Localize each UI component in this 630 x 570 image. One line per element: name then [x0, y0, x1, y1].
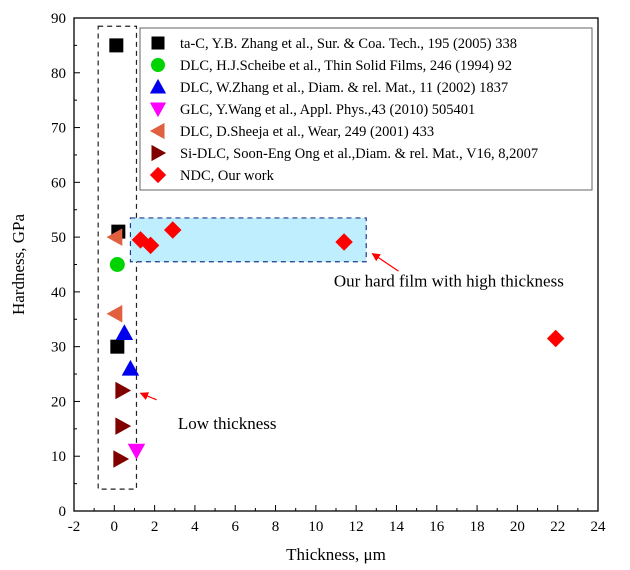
legend-label-3: GLC, Y.Wang et al., Appl. Phys.,43 (2010…: [180, 102, 475, 118]
y-tick-label: 90: [51, 11, 66, 27]
legend-label-4: DLC, D.Sheeja et al., Wear, 249 (2001) 4…: [180, 124, 434, 140]
y-axis-title: Hardness, GPa: [9, 214, 28, 315]
legend: ta-C, Y.B. Zhang et al., Sur. & Coa. Tec…: [139, 27, 593, 191]
x-tick-label: 10: [308, 519, 323, 535]
legend-label-2: DLC, W.Zhang et al., Diam. & rel. Mat., …: [180, 80, 508, 96]
axes: -2 0 2 4 6 8 10 12 14 16 18 20 22 2401020304050607080…: [9, 11, 606, 564]
annotations: Our hard film with high thickness Low thi…: [139, 253, 564, 433]
x-tick-label: 8: [272, 519, 280, 535]
y-tick-label: 10: [51, 449, 66, 465]
point-series-6-2: [164, 221, 182, 239]
low-thickness-box: [97, 25, 138, 490]
point-series-3-0: [127, 443, 146, 460]
legend-label-1: DLC, H.J.Scheibe et al., Thin Solid Film…: [180, 58, 512, 74]
legend-marker-4: [149, 122, 165, 140]
legend-label-6: NDC, Our work: [180, 168, 275, 184]
legend-marker-1: [151, 58, 165, 72]
point-series-6-1: [141, 236, 160, 255]
point-series-5-1: [115, 417, 132, 435]
point-series-2-0: [115, 324, 134, 340]
y-tick-label: 30: [51, 340, 66, 356]
annotation-text-1: Low thickness: [178, 414, 277, 433]
point-series-4-0: [106, 228, 123, 246]
point-series-1-0: [109, 257, 125, 272]
y-tick-label: 50: [51, 230, 66, 246]
point-series-0-0: [109, 38, 124, 53]
high-thickness-box: [129, 217, 367, 263]
point-series-5-2: [113, 450, 130, 468]
point-series-0-2: [110, 339, 125, 354]
annotation-arrow-1: [139, 392, 157, 401]
x-tick-label: 4: [191, 519, 199, 535]
x-tick-label: 16: [429, 519, 445, 535]
legend-label-5: Si-DLC, Soon-Eng Ong et al.,Diam. & rel.…: [180, 146, 538, 162]
point-series-2-1: [121, 359, 140, 376]
legend-box: [139, 27, 593, 191]
x-tick-label: 18: [470, 519, 485, 535]
point-series-5-0: [115, 381, 132, 400]
x-axis-title: Thickness, μm: [286, 545, 386, 564]
x-tick-label: 0: [111, 519, 119, 535]
y-tick-label: 20: [51, 394, 66, 410]
y-tick-label: 40: [51, 285, 66, 301]
point-series-6-3: [335, 233, 353, 251]
legend-marker-6: [149, 166, 167, 184]
x-tick-label: 24: [591, 519, 607, 535]
x-tick-label: 20: [510, 519, 525, 535]
y-tick-label: 80: [51, 66, 66, 82]
annotation-text-0: Our hard film with high thickness: [334, 271, 564, 290]
x-tick-label: -2: [68, 519, 81, 535]
legend-marker-5: [151, 144, 167, 162]
legend-marker-0: [151, 36, 165, 50]
point-series-6-4: [546, 329, 565, 348]
legend-marker-3: [149, 102, 167, 118]
x-tick-label: 22: [550, 519, 565, 535]
legend-marker-2: [149, 78, 167, 94]
x-tick-label: 14: [389, 519, 405, 535]
x-tick-label: 12: [349, 519, 364, 535]
x-tick-label: 6: [231, 519, 239, 535]
point-series-4-1: [106, 305, 123, 323]
annotation-arrow-0: [371, 253, 399, 272]
data-points: [106, 38, 565, 468]
y-tick-label: 70: [51, 121, 66, 137]
x-tick-label: 2: [151, 519, 159, 535]
legend-label-0: ta-C, Y.B. Zhang et al., Sur. & Coa. Tec…: [180, 36, 517, 52]
y-tick-label: 60: [51, 175, 66, 191]
y-tick-label: 0: [59, 504, 67, 520]
